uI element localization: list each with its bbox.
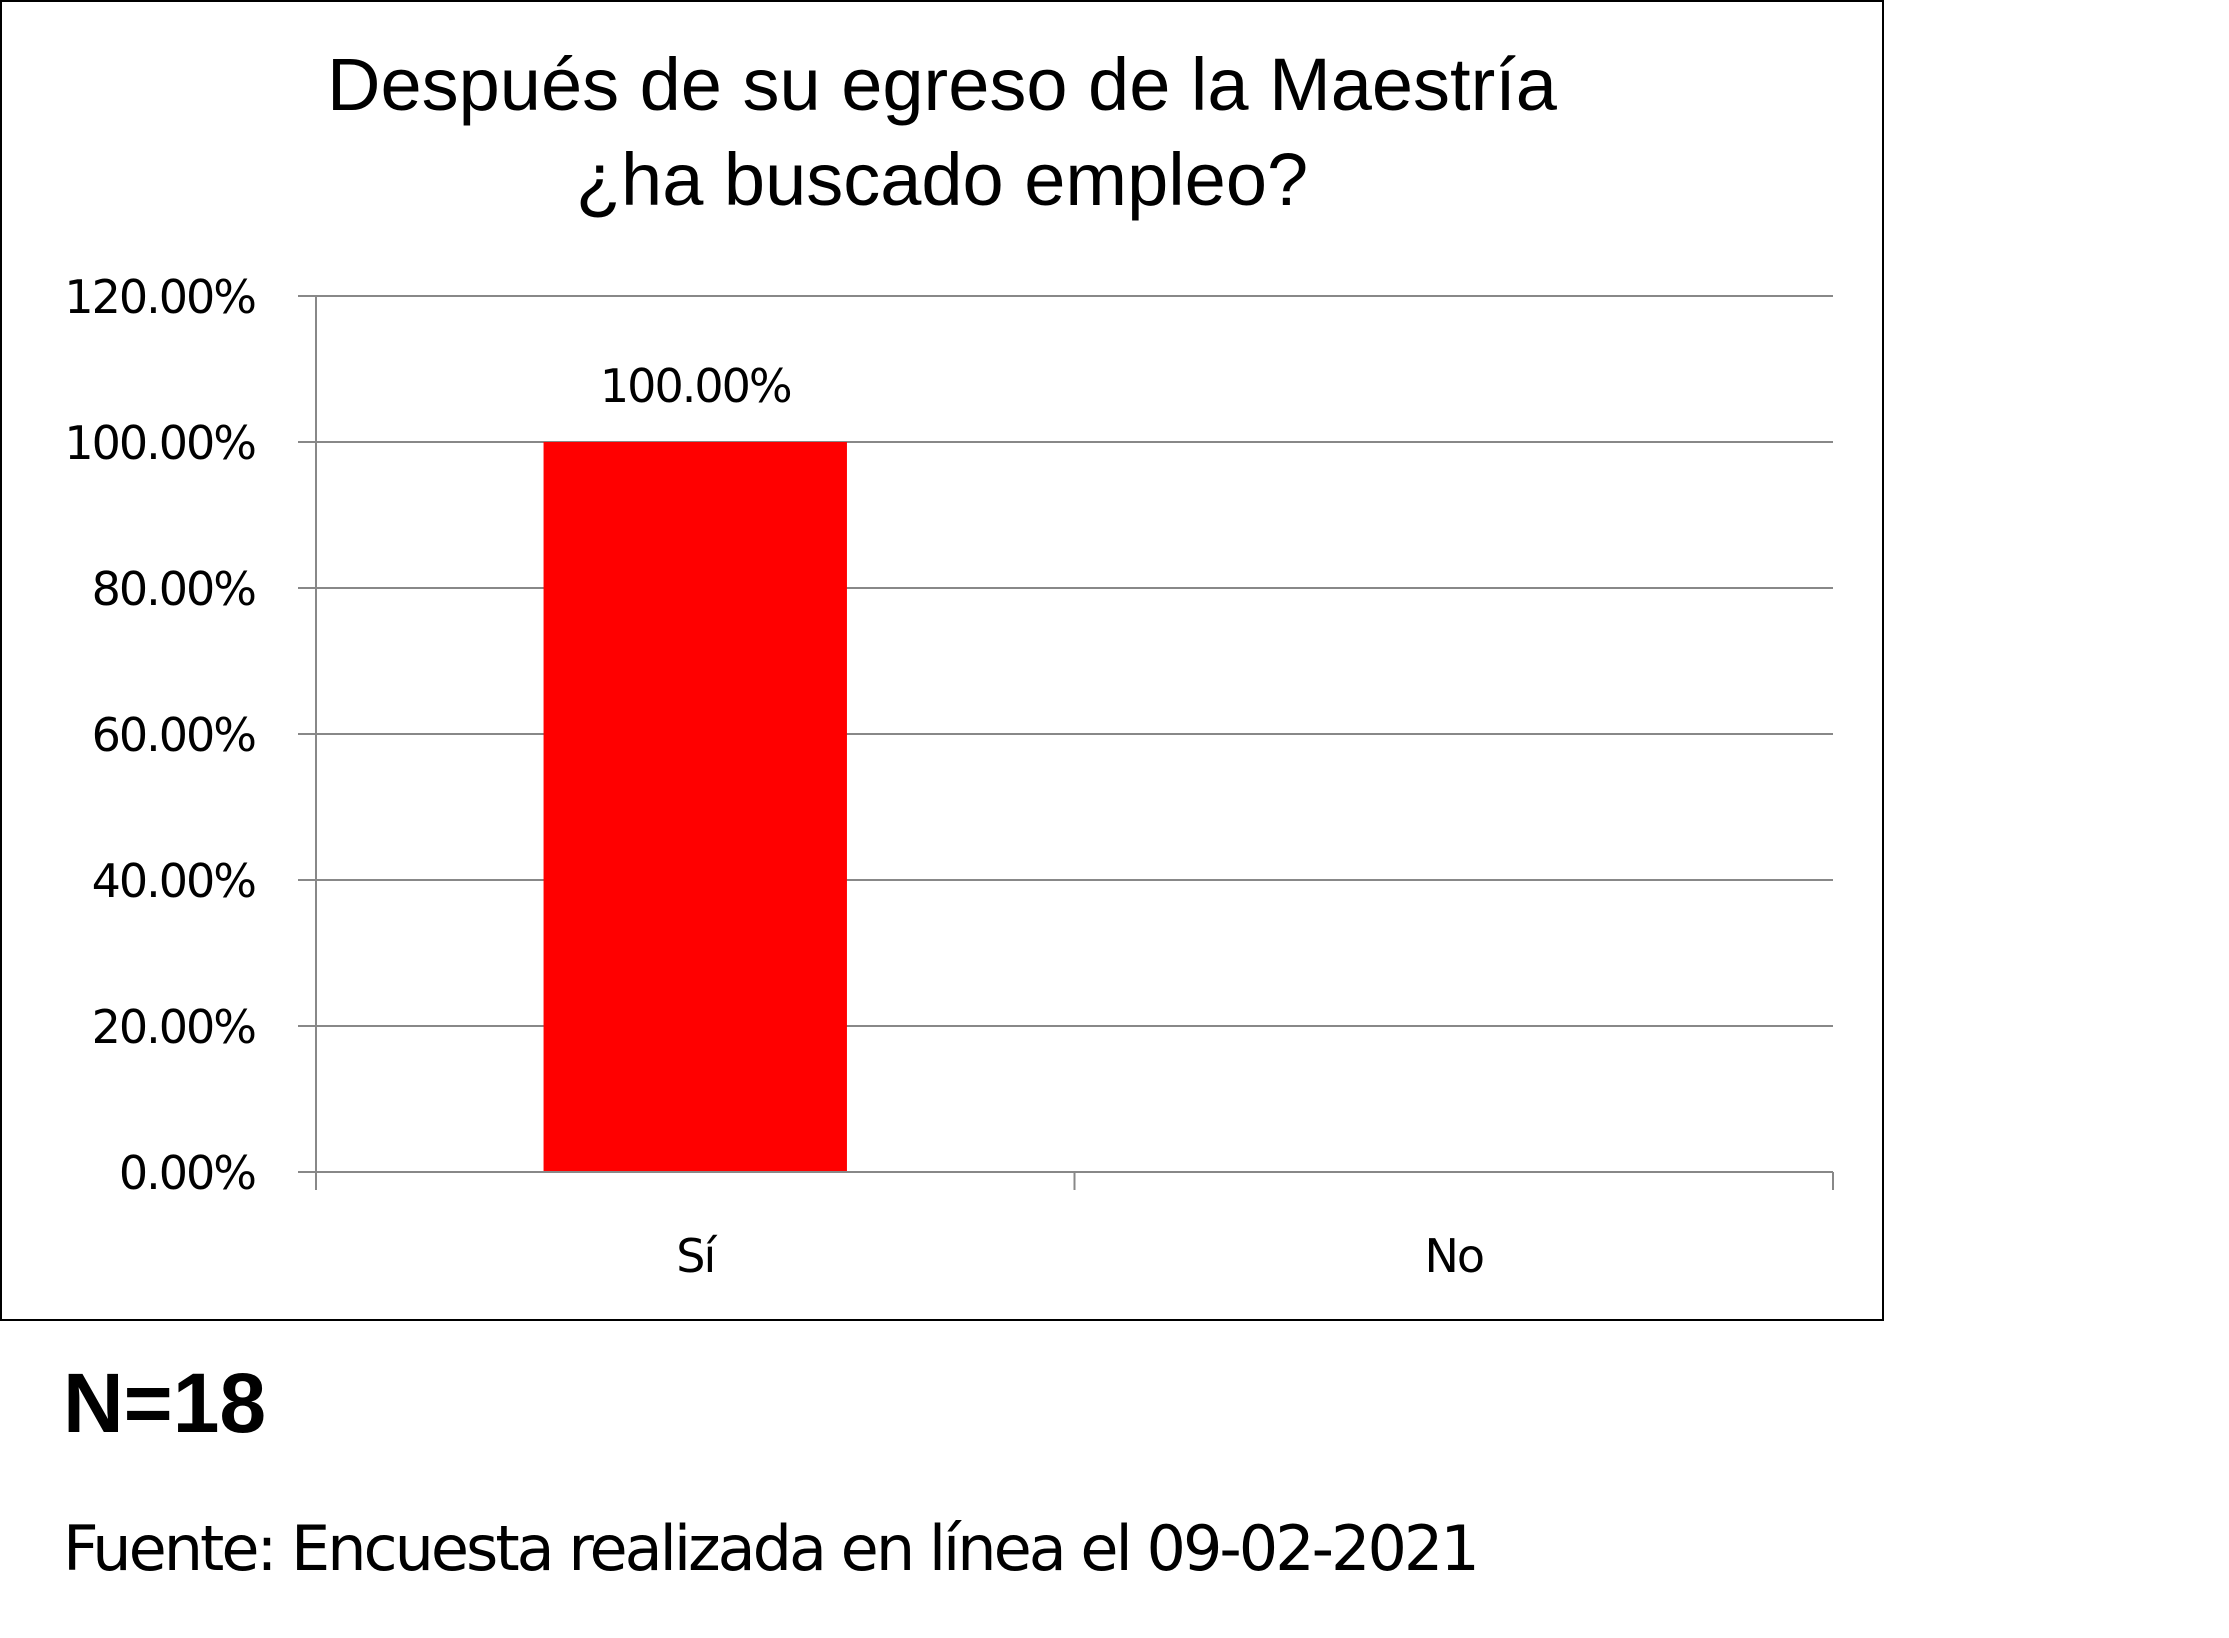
y-tick-label: 0.00% (119, 1146, 255, 1200)
bar-0 (543, 442, 847, 1172)
y-tick-label: 20.00% (92, 1000, 256, 1054)
y-tick-label: 80.00% (92, 562, 256, 616)
y-tick-label: 120.00% (64, 270, 255, 324)
y-tick-label: 40.00% (92, 854, 256, 908)
data-label: 100.00% (600, 359, 791, 413)
x-tick-label: Sí (676, 1229, 717, 1283)
source-note: Fuente: Encuesta realizada en línea el 0… (63, 1512, 1477, 1585)
chart-title-line-2: ¿ha buscado empleo? (576, 138, 1308, 221)
chart-frame (0, 0, 1884, 1321)
x-tick-label: No (1424, 1229, 1483, 1283)
chart-title-line-1: Después de su egreso de la Maestría (327, 43, 1558, 126)
y-tick-label: 60.00% (92, 708, 256, 762)
y-tick-label: 100.00% (64, 416, 255, 470)
sample-size-note: N=18 (63, 1356, 266, 1450)
